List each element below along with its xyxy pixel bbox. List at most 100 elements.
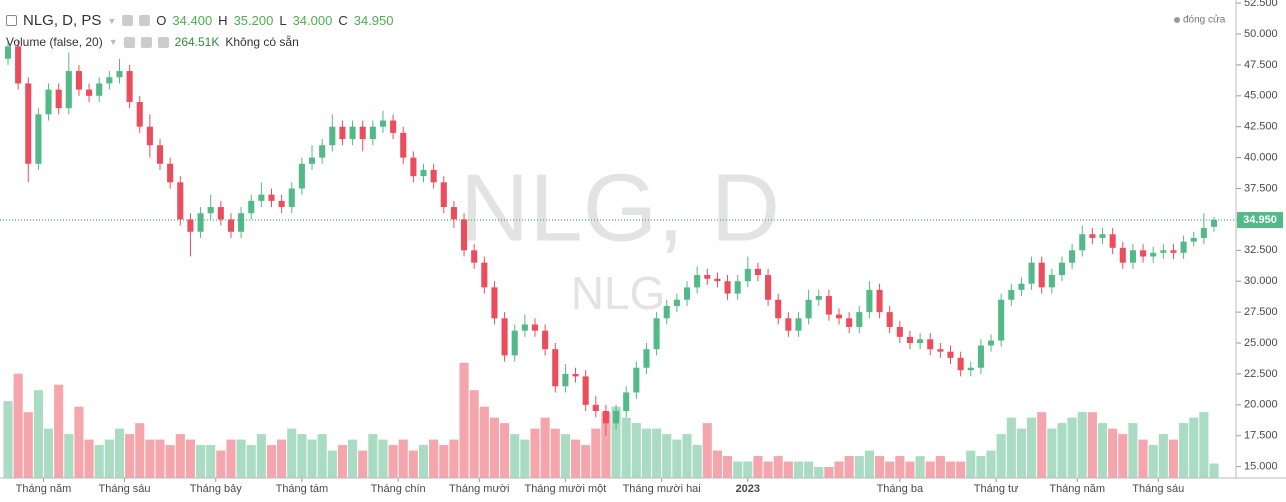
volume-bar — [945, 461, 956, 478]
candle-body — [937, 349, 944, 352]
candle-body — [633, 367, 640, 393]
candle-body — [298, 163, 305, 189]
candle-body — [1028, 262, 1035, 284]
candle-body — [217, 207, 224, 220]
volume-bar — [814, 467, 824, 478]
candle-body — [623, 392, 630, 412]
candle-body — [815, 296, 822, 300]
volume-bar — [1209, 463, 1219, 478]
volume-bar — [560, 434, 570, 478]
x-tick-label: Tháng mười hai — [623, 483, 701, 495]
ohlc-label: L — [279, 13, 287, 28]
settings-icon[interactable] — [123, 36, 135, 48]
candle-body — [379, 120, 387, 127]
volume-bar — [1057, 423, 1067, 478]
settings-icon[interactable] — [139, 15, 151, 26]
x-tick-label: Tháng mười một — [524, 483, 606, 495]
volume-bar — [783, 461, 793, 478]
volume-bar — [74, 406, 84, 478]
ohlc-label: H — [218, 13, 228, 28]
candle-body — [106, 77, 113, 84]
y-tick-label: 50.000 — [1244, 28, 1278, 40]
y-tick-label: 42.500 — [1244, 121, 1278, 133]
collapse-icon[interactable] — [6, 15, 17, 26]
volume-bar — [682, 434, 692, 478]
candle-body — [1058, 262, 1066, 276]
settings-icon[interactable] — [122, 15, 134, 26]
volume-bar — [591, 428, 601, 478]
volume-bar — [216, 450, 226, 478]
candle-body — [288, 188, 295, 208]
watermark-sub: NLG — [571, 267, 666, 319]
candle-body — [359, 126, 366, 140]
candle-body — [349, 126, 356, 140]
candle-body — [947, 351, 954, 358]
candle-body — [531, 324, 539, 331]
settings-icon[interactable] — [140, 36, 152, 48]
volume-bar — [429, 439, 439, 478]
volume-bar — [540, 417, 550, 478]
candle-body — [319, 145, 326, 158]
volume-bar — [1037, 412, 1047, 478]
caret[interactable]: ▼ — [107, 15, 117, 26]
candle-body — [156, 145, 164, 164]
volume-bar — [1006, 417, 1016, 478]
candle-body — [795, 318, 802, 331]
volume-bar — [834, 461, 844, 478]
volume-bar — [13, 373, 23, 478]
volume-bar — [226, 439, 236, 478]
volume-bar — [125, 434, 135, 478]
candle-body — [866, 289, 873, 313]
volume-bar — [449, 439, 459, 478]
volume-bar — [297, 434, 307, 478]
volume-bar — [915, 456, 925, 478]
close-icon[interactable] — [157, 36, 169, 48]
candle-body — [227, 219, 234, 232]
volume-bar — [469, 390, 479, 478]
volume-bar — [976, 456, 986, 478]
candle-body — [1170, 250, 1177, 253]
volume-bar — [256, 434, 266, 478]
candle-body — [177, 182, 184, 220]
candle-body — [734, 281, 741, 294]
candle-body — [998, 299, 1005, 341]
volume-bar — [550, 428, 560, 478]
candle-body — [785, 318, 792, 331]
candle-body — [805, 299, 812, 319]
volume-bar — [23, 412, 33, 478]
volume-bar — [185, 439, 195, 478]
x-tick-label: Tháng năm — [1049, 483, 1105, 495]
candle-body — [1160, 250, 1167, 253]
candle-body — [663, 305, 670, 319]
candle-body — [653, 318, 660, 350]
candle-body — [339, 126, 346, 140]
volume-bar — [135, 423, 145, 478]
candle-body — [1140, 250, 1147, 257]
volume-bar — [54, 384, 64, 478]
volume-bar — [763, 461, 773, 478]
volume-bar — [712, 450, 722, 478]
candle-body — [96, 83, 103, 96]
volume-bar — [773, 456, 783, 478]
x-tick-label: Tháng sáu — [1132, 483, 1184, 495]
volume-bar — [722, 456, 733, 478]
volume-bar — [33, 390, 43, 478]
candle-body — [744, 268, 751, 282]
y-tick-label: 20.000 — [1244, 399, 1278, 411]
candle-body — [724, 281, 731, 294]
volume-bar — [307, 439, 317, 478]
volume-bar — [1077, 412, 1087, 478]
watermark: NLG, D — [460, 154, 780, 261]
volume-bar — [277, 439, 287, 478]
volume-bar — [631, 423, 641, 478]
volume-bar — [206, 445, 216, 478]
candle-body — [238, 213, 245, 232]
caret[interactable]: ▼ — [108, 37, 118, 47]
legend-note: đóng cửa — [1183, 14, 1226, 26]
y-tick-label: 45.000 — [1244, 90, 1278, 102]
x-tick-label: Tháng tư — [974, 483, 1019, 495]
candle-body — [146, 126, 153, 146]
volume-bar — [601, 412, 611, 478]
x-tick-label: Tháng bảy — [190, 483, 242, 495]
volume-bar — [743, 461, 753, 478]
